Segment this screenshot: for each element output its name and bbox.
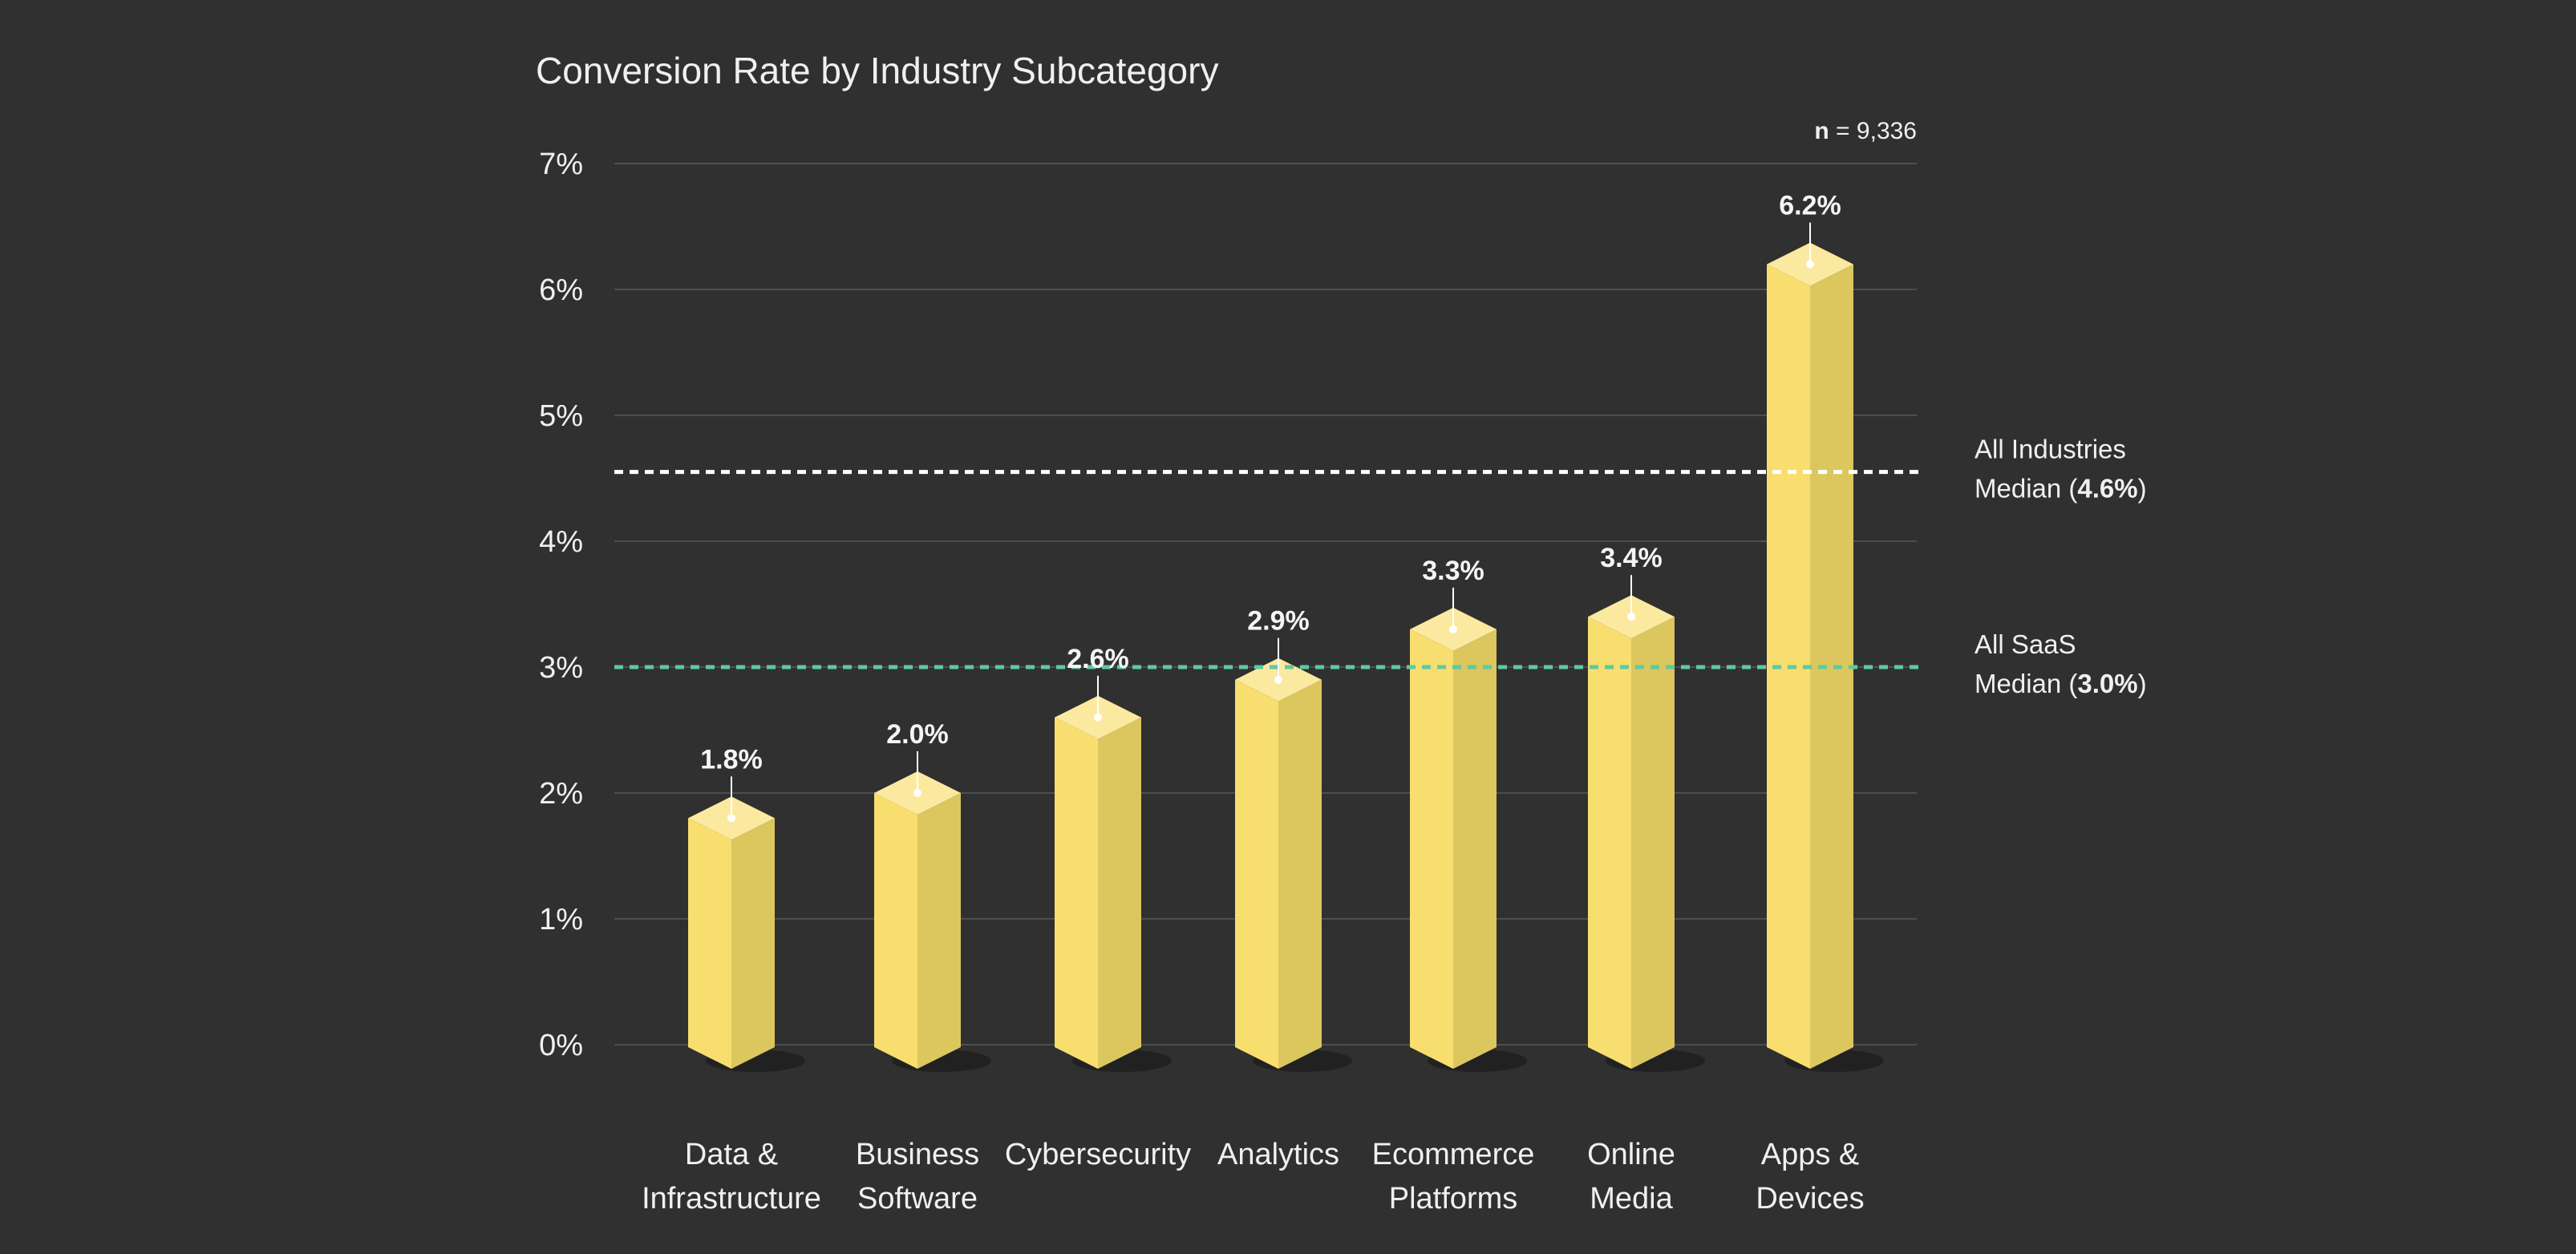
bar-front-face (688, 818, 731, 1069)
bar-front-face (1235, 679, 1278, 1069)
category-label-line: Cybersecurity (1005, 1138, 1191, 1171)
y-tick-label: 7% (539, 148, 583, 181)
y-tick-label: 3% (539, 651, 583, 685)
category-label-line: Business (856, 1138, 979, 1171)
bar-front-face (874, 793, 917, 1069)
bar (1767, 242, 1884, 1072)
category-label: Analytics (1217, 1138, 1339, 1171)
category-label: Data & Infrastructure (642, 1138, 821, 1216)
reference-label-prefix: Median ( (1975, 474, 2077, 504)
bar-side-face (1278, 679, 1322, 1069)
y-tick-label: 5% (539, 399, 583, 433)
reference-label-value: 4.6% (2077, 474, 2137, 504)
value-label: 2.0% (886, 719, 949, 750)
y-axis-ticks: 0% 1% 2% 3% 4% 5% 6% 7% (539, 148, 583, 1062)
reference-label-suffix: ) (2138, 669, 2147, 698)
y-tick-label: 0% (539, 1029, 583, 1062)
category-label-line: Ecommerce (1372, 1138, 1535, 1171)
bar (874, 771, 991, 1072)
value-label: 3.3% (1422, 556, 1484, 586)
category-label-line: Platforms (1389, 1182, 1517, 1216)
bar (1588, 595, 1705, 1072)
reference-label-line1: All SaaS (1975, 629, 2076, 659)
sample-size: n = 9,336 (1814, 118, 1917, 144)
y-tick-label: 6% (539, 273, 583, 307)
value-leader-dot (1627, 613, 1635, 621)
bar-side-face (731, 818, 775, 1069)
category-label-line: Data & (685, 1138, 778, 1171)
sample-size-label: n (1814, 118, 1829, 144)
category-label-line: Infrastructure (642, 1182, 821, 1216)
bar-front-face (1055, 717, 1098, 1069)
value-label: 6.2% (1779, 191, 1841, 221)
bar-side-face (1810, 264, 1853, 1070)
category-label: Cybersecurity (1005, 1138, 1191, 1171)
reference-label-suffix: ) (2138, 474, 2147, 504)
chart-title: Conversion Rate by Industry Subcategory (536, 50, 1218, 91)
category-label-line: Software (857, 1182, 978, 1216)
category-label-line: Analytics (1217, 1138, 1339, 1171)
reference-label-prefix: Median ( (1975, 669, 2077, 698)
bar (1235, 657, 1352, 1072)
category-label-line: Media (1590, 1182, 1673, 1216)
y-tick-label: 2% (539, 777, 583, 811)
y-tick-label: 4% (539, 525, 583, 559)
bar (1055, 695, 1172, 1072)
value-leader-dot (1094, 713, 1102, 722)
value-label: 1.8% (700, 744, 763, 775)
value-label: 2.6% (1067, 644, 1129, 674)
bar-side-face (1631, 617, 1675, 1069)
value-labels: 1.8% 2.0% 2.6% 2.9% 3.3% 3.4% 6.2% (700, 191, 1841, 823)
bar-front-face (1588, 617, 1631, 1069)
bar-side-face (1098, 717, 1141, 1069)
value-label: 3.4% (1600, 543, 1663, 573)
category-label: Business Software (856, 1138, 979, 1216)
x-axis-categories: Data & Infrastructure Business Software Cybe… (642, 1138, 1865, 1216)
category-label-line: Apps & (1761, 1138, 1860, 1171)
category-label-line: Devices (1756, 1182, 1864, 1216)
bar (688, 796, 805, 1072)
value-leader-dot (1806, 260, 1814, 269)
bar (1410, 607, 1527, 1072)
value-leader-dot (1449, 625, 1457, 633)
value-leader-dot (727, 814, 735, 823)
value-leader-dot (1274, 675, 1282, 684)
bar-side-face (917, 793, 961, 1069)
reference-label-value: 3.0% (2077, 669, 2137, 698)
y-tick-label: 1% (539, 903, 583, 936)
category-label: Apps & Devices (1756, 1138, 1864, 1216)
value-leader-dot (913, 789, 921, 797)
reference-label-line2: Median (3.0%) (1975, 669, 2147, 698)
reference-label-line1: All Industries (1975, 435, 2126, 464)
category-label-line: Online (1587, 1138, 1675, 1171)
value-label: 2.9% (1247, 606, 1310, 637)
sample-size-value: 9,336 (1857, 118, 1917, 144)
category-label: Ecommerce Platforms (1372, 1138, 1535, 1216)
reference-label-line2: Median (4.6%) (1975, 474, 2147, 504)
category-label: Online Media (1587, 1138, 1675, 1216)
bar-side-face (1453, 629, 1497, 1069)
bars (688, 242, 1884, 1072)
bar-front-face (1410, 629, 1453, 1069)
